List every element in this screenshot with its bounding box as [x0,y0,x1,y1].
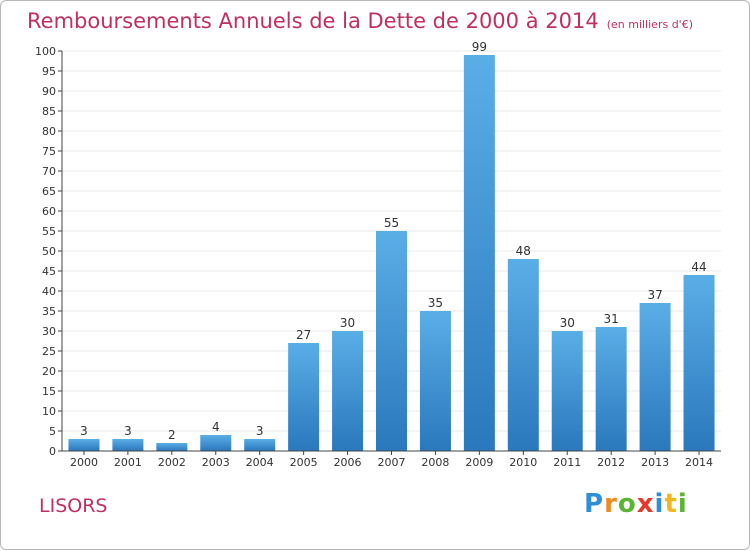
y-tick-label: 0 [49,445,56,458]
x-tick-label: 2001 [114,456,142,469]
y-tick-label: 65 [42,185,56,198]
data-label: 4 [212,420,220,434]
bar [200,435,232,451]
x-tick-label: 2006 [334,456,362,469]
y-tick-label: 20 [42,365,56,378]
y-tick-label: 5 [49,425,56,438]
x-tick-label: 2008 [421,456,449,469]
y-tick-label: 35 [42,305,56,318]
data-label: 99 [472,40,487,54]
y-tick-label: 75 [42,145,56,158]
y-tick-label: 90 [42,85,56,98]
x-tick-label: 2000 [70,456,98,469]
logo-letter: r [604,489,618,519]
bar [332,331,364,451]
data-label: 35 [428,296,443,310]
x-tick-label: 2014 [685,456,713,469]
bar [639,303,671,451]
data-label: 31 [604,312,619,326]
y-tick-label: 55 [42,225,56,238]
data-label: 2 [168,428,176,442]
x-tick-label: 2004 [246,456,274,469]
data-label: 55 [384,216,399,230]
x-tick-label: 2013 [641,456,669,469]
bar [376,231,407,451]
bar [507,259,539,451]
x-tick-label: 2005 [290,456,318,469]
data-label: 3 [80,424,88,438]
data-label: 30 [560,316,575,330]
proxiti-logo: Proxiti [584,489,688,519]
bar [463,55,495,451]
y-tick-label: 15 [42,385,56,398]
data-label: 44 [691,260,706,274]
bar [68,439,100,451]
bars: 3 3 2 4 3 27 30 55 35 99 48 30 31 37 44 [68,40,715,451]
logo-letter: x [636,489,655,519]
bar [419,311,451,451]
bar [288,343,320,451]
x-tick-label: 2002 [158,456,186,469]
y-tick-label: 45 [42,265,56,278]
data-label: 3 [256,424,264,438]
chart-title: Remboursements Annuels de la Dette de 20… [27,9,693,33]
y-tick-label: 85 [42,105,56,118]
y-tick-label: 25 [42,345,56,358]
data-label: 3 [124,424,132,438]
data-label: 27 [296,328,311,342]
data-label: 37 [647,288,662,302]
y-tick-label: 70 [42,165,56,178]
x-tick-label: 2010 [509,456,537,469]
data-label: 30 [340,316,355,330]
bar [244,439,276,451]
logo-letter: t [664,489,678,519]
bar [551,331,583,451]
logo-letter: i [654,489,665,519]
y-tick-label: 40 [42,285,56,298]
x-tick-label: 2012 [597,456,625,469]
y-tick-label: 100 [35,45,56,58]
chart-title-text: Remboursements Annuels de la Dette de 20… [27,9,599,33]
y-tick-label: 10 [42,405,56,418]
y-tick-label: 60 [42,205,56,218]
x-tick-label: 2007 [378,456,406,469]
data-label: 48 [516,244,531,258]
x-tick-label: 2003 [202,456,230,469]
x-tick-label: 2011 [553,456,581,469]
y-tick-label: 30 [42,325,56,338]
y-tick-label: 95 [42,65,56,78]
y-tick-label: 50 [42,245,56,258]
chart-subtitle: (en milliers d'€) [606,18,693,31]
bar [112,439,144,451]
logo-letter: P [584,489,605,519]
bar [683,275,715,451]
y-tick-label: 80 [42,125,56,138]
axes: 0 5 10 15 20 25 30 35 40 45 50 55 60 65 70 75 80 85 90 95 10… [35,45,721,469]
bar [156,443,188,451]
town-name: LISORS [39,495,108,517]
logo-letter: o [617,489,637,519]
x-tick-label: 2009 [465,456,493,469]
bar [595,327,627,451]
logo-letter: i [677,489,688,519]
